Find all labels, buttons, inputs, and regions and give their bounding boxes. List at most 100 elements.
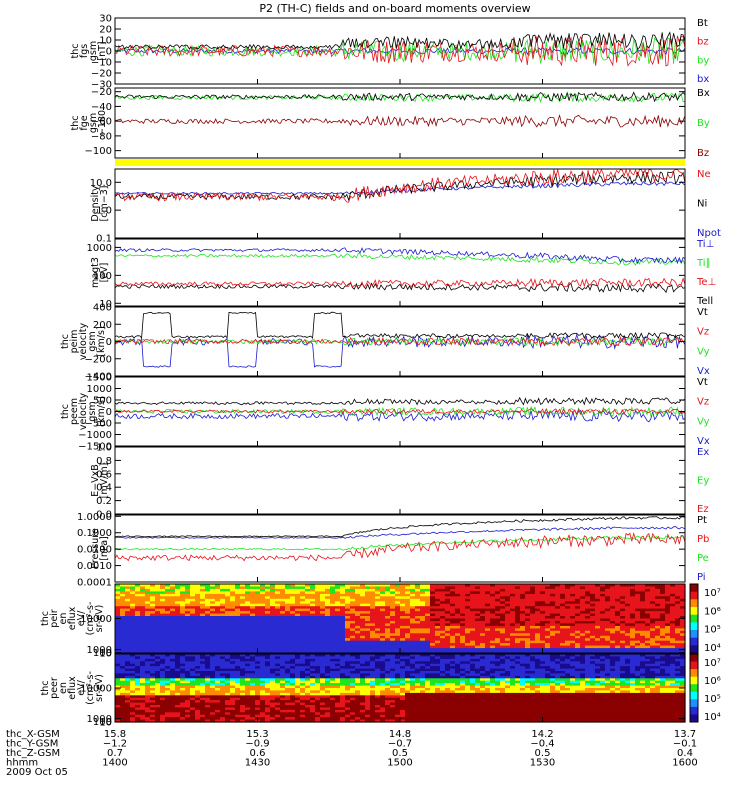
heatmap-cell — [305, 673, 311, 677]
heatmap-cell — [325, 645, 331, 649]
heatmap-cell — [600, 603, 606, 607]
heatmap-cell — [565, 633, 571, 637]
heatmap-cell — [250, 700, 256, 704]
heatmap-cell — [305, 640, 311, 644]
heatmap-cell — [395, 613, 401, 617]
heatmap-cell — [260, 596, 266, 600]
heatmap-cell — [500, 640, 506, 644]
heatmap-cell — [125, 625, 131, 629]
heatmap-cell — [235, 678, 241, 682]
heatmap-cell — [545, 588, 551, 592]
heatmap-cell — [610, 616, 616, 620]
heatmap-cell — [645, 628, 651, 632]
y-axis-label: eflux — [67, 606, 78, 630]
heatmap-cell — [140, 658, 146, 662]
heatmap-cell — [275, 663, 281, 667]
heatmap-cell — [540, 640, 546, 644]
heatmap-cell — [260, 719, 266, 723]
heatmap-cell — [125, 613, 131, 617]
heatmap-cell — [320, 719, 326, 723]
legend-Pi: Pi — [697, 572, 706, 583]
heatmap-cell — [570, 645, 576, 649]
heatmap-cell — [170, 697, 176, 701]
heatmap-cell — [390, 598, 396, 602]
heatmap-cell — [345, 623, 351, 627]
heatmap-cell — [320, 690, 326, 694]
heatmap-cell — [305, 603, 311, 607]
heatmap-cell — [460, 606, 466, 610]
heatmap-cell — [345, 630, 351, 634]
heatmap-cell — [320, 650, 326, 654]
heatmap-cell — [490, 601, 496, 605]
heatmap-cell — [440, 630, 446, 634]
heatmap-cell — [520, 611, 526, 615]
heatmap-cell — [370, 630, 376, 634]
heatmap-cell — [480, 638, 486, 642]
heatmap-cell — [160, 675, 166, 679]
heatmap-cell — [675, 618, 681, 622]
heatmap-cell — [455, 625, 461, 629]
heatmap-cell — [625, 618, 631, 622]
heatmap-cell — [640, 616, 646, 620]
heatmap-cell — [340, 616, 346, 620]
heatmap-cell — [200, 688, 206, 691]
heatmap-cell — [280, 712, 286, 716]
y-tick-label: 100 — [93, 271, 112, 282]
heatmap-cell — [385, 601, 391, 605]
heatmap-cell — [275, 628, 281, 632]
heatmap-cell — [610, 633, 616, 637]
heatmap-cell — [455, 613, 461, 617]
legend-Vx: Vx — [697, 436, 710, 447]
heatmap-cell — [240, 593, 246, 597]
heatmap-cell — [180, 697, 186, 701]
heatmap-cell — [190, 601, 196, 605]
heatmap-cell — [180, 648, 186, 652]
heatmap-cell — [165, 643, 171, 647]
heatmap-cell — [515, 645, 521, 649]
heatmap-cell — [620, 608, 626, 612]
heatmap-cell — [585, 588, 591, 592]
heatmap-cell — [280, 668, 286, 672]
heatmap-cell — [280, 673, 286, 677]
heatmap-cell — [225, 601, 231, 605]
heatmap-cell — [220, 621, 226, 625]
heatmap-cell — [585, 593, 591, 597]
y-axis-label: thc — [40, 611, 51, 626]
heatmap-cell — [580, 625, 586, 629]
heatmap-cell — [365, 650, 371, 654]
heatmap-cell — [210, 697, 216, 701]
heatmap-cell — [180, 678, 186, 682]
heatmap-cell — [155, 719, 161, 723]
heatmap-cell — [440, 648, 446, 652]
heatmap-cell — [265, 584, 271, 588]
heatmap-cell — [240, 702, 246, 706]
y-tick-label: 0.1000 — [77, 528, 112, 539]
heatmap-cell — [125, 654, 131, 657]
heatmap-cell — [670, 638, 676, 642]
heatmap-cell — [125, 685, 131, 689]
heatmap-cell — [395, 593, 401, 597]
heatmap-cell — [185, 638, 191, 642]
heatmap-cell — [190, 671, 196, 674]
heatmap-cell — [565, 611, 571, 615]
heatmap-cell — [580, 635, 586, 639]
heatmap-cell — [555, 621, 561, 625]
heatmap-cell — [140, 621, 146, 625]
heatmap-cell — [430, 608, 436, 612]
heatmap-cell — [315, 616, 321, 620]
heatmap-cell — [235, 680, 241, 684]
heatmap-cell — [285, 628, 291, 632]
heatmap-cell — [140, 673, 146, 677]
heatmap-cell — [220, 640, 226, 644]
heatmap-cell — [170, 658, 176, 662]
heatmap-cell — [315, 695, 321, 699]
heatmap-cell — [150, 690, 156, 694]
heatmap-cell — [245, 618, 251, 622]
heatmap-cell — [545, 625, 551, 629]
heatmap-cell — [400, 601, 406, 605]
heatmap-cell — [565, 628, 571, 632]
heatmap-cell — [480, 648, 486, 652]
heatmap-cell — [425, 625, 431, 629]
heatmap-cell — [365, 625, 371, 629]
heatmap-cell — [335, 616, 341, 620]
